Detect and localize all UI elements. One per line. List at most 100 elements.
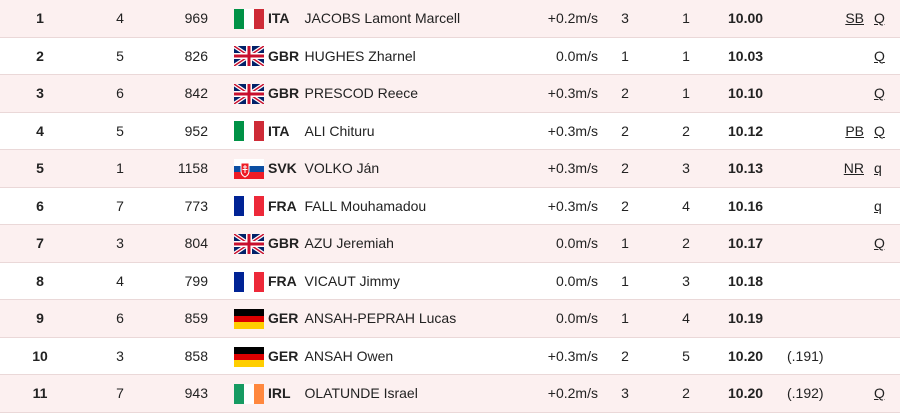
lane: 7	[116, 385, 124, 402]
bib: 858	[184, 347, 208, 364]
lane: 3	[116, 235, 124, 252]
heat-place: 3	[682, 272, 690, 289]
flag-icon	[234, 196, 264, 216]
flag-image	[234, 159, 264, 179]
heat-place: 2	[682, 385, 690, 402]
qualifier: Q	[874, 122, 885, 139]
flag-image	[234, 84, 264, 104]
country-code: GER	[268, 347, 299, 364]
wind: +0.2m/s	[547, 385, 598, 402]
rank: 8	[36, 272, 44, 289]
heat-place: 3	[682, 160, 690, 177]
bib: 943	[184, 385, 208, 402]
heat: 1	[621, 235, 629, 252]
rank: 11	[32, 385, 48, 402]
rank: 10	[32, 347, 48, 364]
flag-image	[234, 347, 264, 367]
heat-place: 2	[682, 235, 690, 252]
table-row: 8 4 799 FRA 0.0m/s 1 3 10.18 VICAUT Jimmy	[0, 263, 900, 301]
qualifier: Q	[874, 235, 885, 252]
heat: 2	[621, 85, 629, 102]
athlete-name: ANSAH-PEPRAH Lucas	[304, 310, 457, 327]
bib: 952	[184, 122, 208, 139]
flag-image	[234, 9, 264, 29]
flag-image	[234, 309, 264, 329]
flag-icon	[234, 272, 264, 292]
lane: 3	[116, 347, 124, 364]
qualifier: q	[874, 160, 882, 177]
flag-icon	[234, 9, 264, 29]
country-code: ITA	[268, 10, 290, 26]
lane: 7	[116, 197, 124, 214]
heat-place: 4	[682, 197, 690, 214]
rank: 9	[36, 310, 44, 327]
bib: 799	[184, 272, 208, 289]
country-code: SVK	[268, 160, 297, 177]
time: 10.17	[728, 235, 764, 252]
lane: 5	[116, 47, 124, 64]
lane: 6	[116, 310, 124, 327]
athlete-name: JACOBS Lamont Marcell	[304, 10, 461, 26]
heat: 2	[621, 160, 629, 177]
time: 10.20	[728, 347, 764, 364]
qualifier: Q	[874, 47, 885, 64]
bib: 826	[184, 47, 208, 64]
record: SB	[845, 10, 864, 26]
heat: 1	[621, 47, 629, 64]
qualifier: Q	[874, 85, 885, 102]
athlete-name: ANSAH Owen	[304, 347, 394, 364]
record: PB	[845, 122, 864, 139]
athlete-name: OLATUNDE Israel	[304, 385, 418, 402]
heat-place: 1	[682, 10, 690, 26]
flag-icon	[234, 347, 264, 367]
heat: 3	[621, 10, 629, 26]
athlete-name: FALL Mouhamadou	[304, 197, 427, 214]
table-row: 4 5 952 ITA +0.3m/s 2 2 10.12 PB Q ALI Chituru	[0, 113, 900, 151]
time: 10.03	[728, 47, 764, 64]
time: 10.00	[728, 10, 764, 26]
wind: +0.2m/s	[547, 10, 598, 26]
time: 10.16	[728, 197, 764, 214]
flag-image	[234, 272, 264, 292]
athlete-name: ALI Chituru	[304, 122, 375, 139]
athlete-name: HUGHES Zharnel	[304, 47, 416, 64]
heat: 3	[621, 385, 629, 402]
wind: +0.3m/s	[547, 85, 598, 102]
country-code: GBR	[268, 85, 300, 102]
time: 10.19	[728, 310, 764, 327]
table-row: 5 1 1158 SVK +0.3m/s 2 3 10.13 NR q VOLKO Ján	[0, 150, 900, 188]
lane: 5	[116, 122, 124, 139]
flag-icon	[234, 159, 264, 179]
wind: 0.0m/s	[555, 310, 598, 327]
bib: 804	[184, 235, 208, 252]
country-code: FRA	[268, 197, 297, 214]
heat-place: 2	[682, 122, 690, 139]
heat: 1	[621, 310, 629, 327]
rank: 7	[36, 235, 44, 252]
table-row: 7 3 804 GBR 0.0m/s 1 2 10.17 Q AZU Jeremiah	[0, 225, 900, 263]
wind: +0.3m/s	[547, 347, 598, 364]
flag-icon	[234, 384, 264, 404]
heat-place: 1	[682, 47, 690, 64]
lane: 4	[116, 10, 124, 26]
bib: 842	[184, 85, 208, 102]
table-row: 9 6 859 GER 0.0m/s 1 4 10.19 ANSAH-PEPRAH Lucas	[0, 300, 900, 338]
flag-image	[234, 234, 264, 254]
table-row: 10 3 858 GER +0.3m/s 2 5 10.20 (.191) ANSAH Owen	[0, 338, 900, 376]
wind: 0.0m/s	[555, 235, 598, 252]
tiebreak: (.191)	[787, 347, 824, 364]
rank: 4	[36, 122, 44, 139]
time: 10.18	[728, 272, 764, 289]
country-code: FRA	[268, 272, 297, 289]
wind: 0.0m/s	[555, 47, 598, 64]
heat-place: 1	[682, 85, 690, 102]
country-code: IRL	[268, 385, 291, 402]
flag-icon	[234, 84, 264, 104]
bib: 1158	[177, 160, 208, 177]
country-code: GER	[268, 310, 299, 327]
table-row: 6 7 773 FRA +0.3m/s 2 4 10.16 q FALL Mouhamadou	[0, 188, 900, 226]
rank: 2	[36, 47, 44, 64]
qualifier: q	[874, 197, 882, 214]
tiebreak: (.192)	[787, 385, 824, 402]
rank: 3	[36, 85, 44, 102]
